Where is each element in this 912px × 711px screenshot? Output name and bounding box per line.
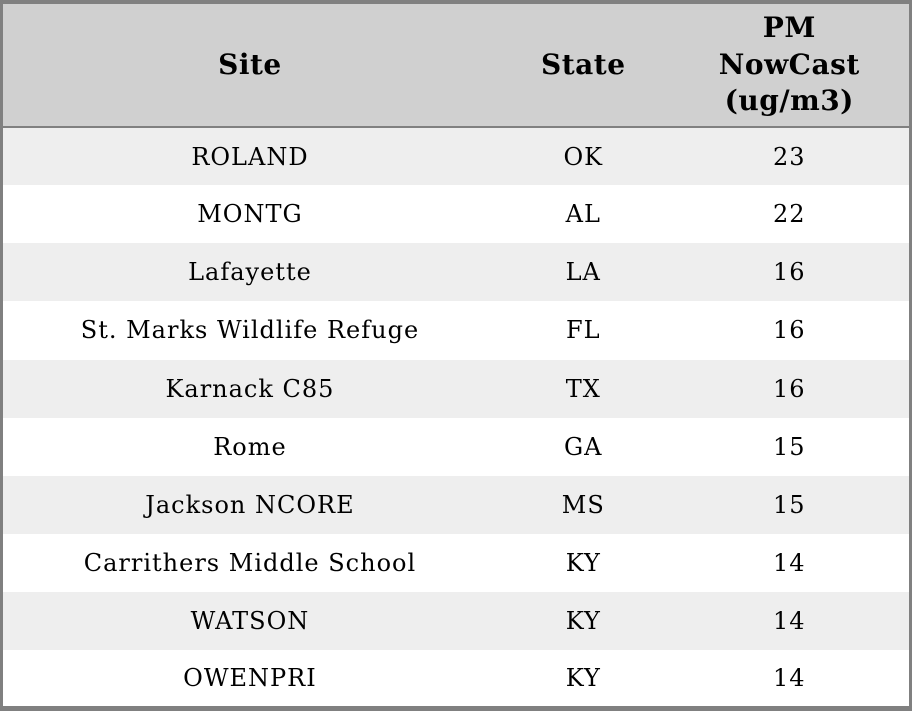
table-row: St. Marks Wildlife Refuge FL 16 bbox=[1, 301, 911, 360]
table-row: OWENPRI KY 14 bbox=[1, 650, 911, 709]
pm-nowcast-cell: 23 bbox=[773, 142, 806, 171]
site-cell: St. Marks Wildlife Refuge bbox=[80, 316, 420, 345]
state-cell: KY bbox=[565, 549, 601, 578]
table-row: Carrithers Middle School KY 14 bbox=[1, 533, 911, 593]
table-row: WATSON KY 14 bbox=[1, 592, 911, 651]
pm-nowcast-cell: 14 bbox=[773, 664, 806, 693]
table-row: Rome GA 15 bbox=[1, 417, 911, 476]
table-row: ROLAND OK 23 bbox=[1, 127, 911, 186]
pm-nowcast-cell: 16 bbox=[773, 316, 806, 345]
state-cell: LA bbox=[565, 258, 601, 287]
state-cell: MS bbox=[561, 490, 605, 519]
table-header: Site State PM NowCast (ug/m3) bbox=[1, 2, 911, 128]
pm-nowcast-cell: 14 bbox=[773, 549, 806, 578]
column-header-state: State bbox=[496, 2, 670, 128]
table-row: Jackson NCORE MS 15 bbox=[1, 475, 911, 534]
site-cell: MONTG bbox=[197, 200, 303, 229]
table-row: Lafayette LA 16 bbox=[1, 243, 911, 302]
state-cell: KY bbox=[565, 607, 601, 636]
pm-nowcast-cell: 15 bbox=[773, 490, 806, 519]
table-row: Karnack C85 TX 16 bbox=[1, 359, 911, 418]
state-cell: TX bbox=[565, 374, 601, 403]
table-body: ROLAND OK 23 MONTG AL 22 Lafayette LA 16 St. Mark… bbox=[1, 127, 911, 709]
pm-nowcast-cell: 16 bbox=[773, 258, 806, 287]
pm-nowcast-cell: 22 bbox=[773, 200, 806, 229]
site-cell: WATSON bbox=[190, 607, 310, 636]
site-cell: Karnack C85 bbox=[165, 374, 335, 403]
site-cell: Rome bbox=[213, 432, 287, 461]
column-header-site: Site bbox=[1, 2, 497, 128]
table-row: MONTG AL 22 bbox=[1, 185, 911, 244]
pm-nowcast-cell: 14 bbox=[773, 607, 806, 636]
site-cell: ROLAND bbox=[191, 142, 309, 171]
state-cell: GA bbox=[564, 432, 603, 461]
state-cell: AL bbox=[565, 200, 601, 229]
site-cell: Jackson NCORE bbox=[145, 490, 355, 519]
site-cell: Carrithers Middle School bbox=[83, 549, 417, 578]
header-row: Site State PM NowCast (ug/m3) bbox=[1, 2, 911, 128]
state-cell: OK bbox=[563, 142, 604, 171]
state-cell: KY bbox=[565, 664, 601, 693]
site-cell: OWENPRI bbox=[183, 664, 317, 693]
site-cell: Lafayette bbox=[188, 258, 312, 287]
pm-nowcast-cell: 15 bbox=[773, 432, 806, 461]
state-cell: FL bbox=[565, 316, 601, 345]
pm-nowcast-cell: 16 bbox=[773, 374, 806, 403]
column-header-pm-nowcast: PM NowCast (ug/m3) bbox=[669, 2, 911, 128]
